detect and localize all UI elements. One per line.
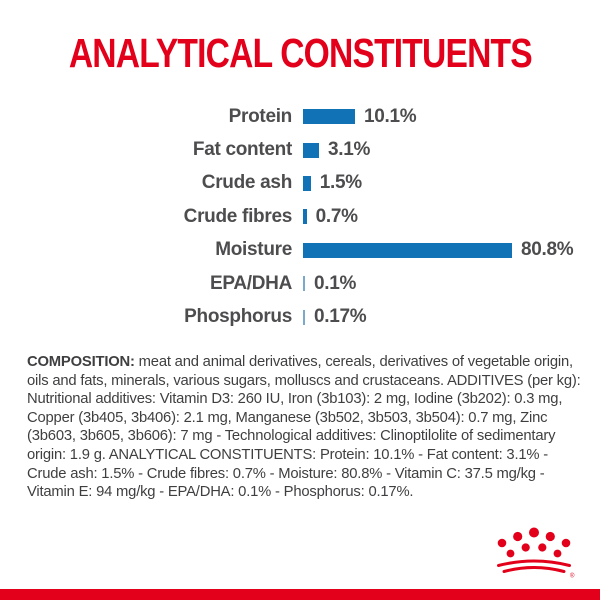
bar xyxy=(303,209,307,225)
page-title: ANALYTICAL CONSTITUENTS xyxy=(68,30,532,76)
crown-base xyxy=(497,559,571,573)
bar xyxy=(303,309,305,325)
chart-row: Crude fibres 0.7% xyxy=(0,200,600,233)
bar-value: 0.17% xyxy=(314,306,367,328)
bar-value: 1.5% xyxy=(319,172,362,194)
bar-label: Crude ash xyxy=(201,172,293,194)
bar-value: 0.7% xyxy=(315,205,358,227)
bottom-red-band xyxy=(0,589,600,600)
bar-label: EPA/DHA xyxy=(210,272,292,294)
bar xyxy=(303,242,512,258)
composition-text: COMPOSITION: meat and animal derivatives… xyxy=(27,353,584,502)
bar-value: 0.1% xyxy=(314,272,357,294)
chart-row: EPA/DHA 0.1% xyxy=(0,267,600,300)
bar xyxy=(303,276,305,292)
bar-label: Moisture xyxy=(215,239,292,261)
bar xyxy=(303,109,355,125)
bar xyxy=(303,142,319,158)
composition-body: meat and animal derivatives, cereals, de… xyxy=(27,354,581,501)
title-wrap: ANALYTICAL CONSTITUENTS xyxy=(0,30,600,77)
bar-label: Crude fibres xyxy=(183,205,293,227)
chart-row: Protein 10.1% xyxy=(0,100,600,133)
registered-trademark-icon: ® xyxy=(570,573,575,580)
chart-row: Phosphorus 0.17% xyxy=(0,300,600,333)
chart-row: Crude ash 1.5% xyxy=(0,167,600,200)
chart-row: Fat content 3.1% xyxy=(0,133,600,166)
chart-row: Moisture 80.8% xyxy=(0,234,600,267)
royal-canin-crown-logo: ® xyxy=(497,527,575,580)
bar-value: 3.1% xyxy=(327,139,371,161)
bar-label: Phosphorus xyxy=(184,306,292,328)
bar xyxy=(303,175,311,191)
analytical-constituents-chart: Protein 10.1% Fat content 3.1% Crude ash 1.5%… xyxy=(0,100,600,334)
composition-lead: COMPOSITION: xyxy=(27,354,135,370)
bar-label: Protein xyxy=(228,105,293,127)
bar-label: Fat content xyxy=(192,139,292,161)
bar-value: 80.8% xyxy=(521,239,574,261)
bar-value: 10.1% xyxy=(364,105,417,127)
crown-dots xyxy=(497,527,571,558)
